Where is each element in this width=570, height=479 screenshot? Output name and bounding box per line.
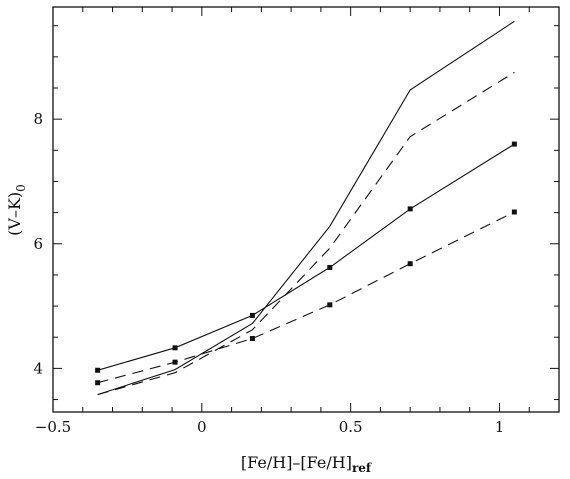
series-line — [97, 143, 515, 371]
data-point — [249, 335, 255, 341]
x-axis-label: [Fe/H]–[Fe/H]ref — [241, 453, 372, 475]
x-axis-label-main: [Fe/H]–[Fe/H] — [241, 453, 352, 472]
ticks: −0.5 0 0.5 1 4 6 8 — [33, 7, 560, 436]
y-tick-label: 4 — [33, 359, 43, 377]
data-point — [511, 209, 517, 215]
y-tick-label: 6 — [33, 235, 43, 253]
series-2 — [97, 71, 515, 396]
x-tick-label: −0.5 — [35, 418, 71, 436]
y-tick-label: 8 — [33, 110, 43, 128]
data-point — [172, 359, 178, 365]
data-point — [327, 302, 333, 308]
data-point — [172, 345, 178, 351]
data-point — [327, 264, 333, 270]
y-axis-label-main: (V–K) — [5, 192, 24, 236]
series-line — [97, 211, 515, 384]
series-layer — [95, 20, 517, 396]
data-point — [511, 141, 517, 147]
series-line — [97, 20, 515, 396]
data-point — [95, 380, 101, 386]
y-axis-label-sub: 0 — [14, 184, 28, 192]
plot-frame — [52, 6, 560, 413]
series-1 — [97, 20, 515, 396]
data-point — [407, 261, 413, 267]
series-4 — [95, 209, 517, 386]
series-line — [97, 71, 515, 396]
x-tick-label: 1 — [495, 418, 505, 436]
y-axis-label: (V–K)0 — [5, 184, 28, 236]
x-axis-label-sub: ref — [352, 461, 372, 475]
x-tick-label: 0.5 — [339, 418, 363, 436]
x-tick-label: 0 — [197, 418, 207, 436]
data-point — [95, 367, 101, 373]
data-point — [249, 312, 255, 318]
series-3 — [95, 141, 517, 373]
data-point — [407, 206, 413, 212]
